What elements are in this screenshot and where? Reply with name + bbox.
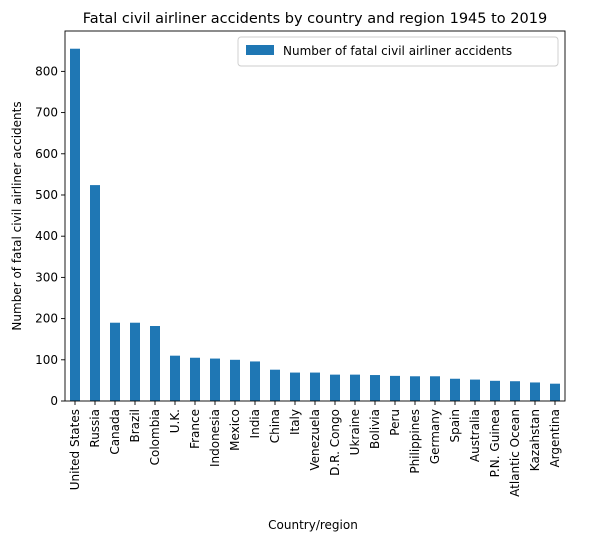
x-tick-label: Russia bbox=[88, 409, 102, 448]
bar-kazahstan bbox=[530, 382, 540, 401]
bar-italy bbox=[290, 372, 300, 401]
x-tick-label: Ukraine bbox=[348, 409, 362, 455]
bar-germany bbox=[430, 376, 440, 401]
x-tick-label: Indonesia bbox=[208, 409, 222, 467]
legend-box bbox=[237, 36, 559, 67]
y-tick-label: 100 bbox=[35, 353, 58, 367]
x-tick-label: China bbox=[268, 409, 282, 443]
legend: Number of fatal civil airliner accidents bbox=[237, 36, 559, 67]
x-tick-label: Canada bbox=[108, 409, 122, 455]
x-tick-label: Argentina bbox=[548, 409, 562, 468]
bar-atlantic-ocean bbox=[510, 381, 520, 401]
bar-spain bbox=[450, 378, 460, 401]
bar-u-k bbox=[170, 355, 180, 401]
bar-russia bbox=[90, 185, 100, 401]
x-tick-label: Spain bbox=[448, 409, 462, 443]
x-tick-label: Kazahstan bbox=[528, 409, 542, 471]
x-tick-label: Venezuela bbox=[308, 409, 322, 471]
x-axis-title: Country/region bbox=[268, 518, 358, 532]
x-tick-label: D.R. Congo bbox=[328, 409, 342, 476]
bar-bolivia bbox=[370, 375, 380, 401]
bar-brazil bbox=[130, 322, 140, 401]
bar-india bbox=[250, 361, 260, 401]
chart-title: Fatal civil airliner accidents by countr… bbox=[83, 11, 547, 27]
y-tick-label: 0 bbox=[50, 394, 58, 408]
y-tick-label: 200 bbox=[35, 312, 58, 326]
bar-ukraine bbox=[350, 374, 360, 401]
bar-australia bbox=[470, 379, 480, 401]
x-tick-label: United States bbox=[68, 409, 82, 490]
bar-mexico bbox=[230, 359, 240, 401]
x-tick-label: India bbox=[248, 409, 262, 438]
bar-canada bbox=[110, 322, 120, 401]
y-tick-label: 400 bbox=[35, 229, 58, 243]
bar-france bbox=[190, 357, 200, 401]
x-tick-label: P.N. Guinea bbox=[488, 409, 502, 477]
bar-philippines bbox=[410, 376, 420, 401]
x-tick-label: Australia bbox=[468, 409, 482, 462]
y-axis-title: Number of fatal civil airliner accidents bbox=[10, 101, 24, 330]
legend-label: Number of fatal civil airliner accidents bbox=[283, 44, 512, 58]
x-tick-label: Brazil bbox=[128, 409, 142, 443]
x-tick-label: Germany bbox=[428, 409, 442, 464]
y-tick-label: 800 bbox=[35, 64, 58, 78]
legend-swatch bbox=[246, 45, 274, 55]
bar-p-n-guinea bbox=[490, 380, 500, 401]
bar-venezuela bbox=[310, 372, 320, 401]
bar-peru bbox=[390, 375, 400, 401]
x-tick-label: Colombia bbox=[148, 409, 162, 465]
x-tick-label: U.K. bbox=[168, 409, 182, 433]
y-tick-label: 500 bbox=[35, 188, 58, 202]
y-axis: 0 100 200 300 400 500 600 700 800 bbox=[35, 64, 65, 408]
x-tick-label: Mexico bbox=[228, 409, 242, 451]
x-tick-label: Italy bbox=[288, 409, 302, 435]
bar-indonesia bbox=[210, 358, 220, 401]
bar-argentina bbox=[550, 383, 560, 401]
bar-united-states bbox=[70, 48, 80, 401]
x-axis: United States Russia Canada Brazil Colombia U… bbox=[68, 401, 562, 497]
x-tick-label: Philippines bbox=[408, 409, 422, 474]
y-tick-label: 300 bbox=[35, 270, 58, 284]
bar-colombia bbox=[150, 326, 160, 401]
x-tick-label: Bolivia bbox=[368, 409, 382, 449]
x-tick-label: France bbox=[188, 409, 202, 449]
bar-d-r-congo bbox=[330, 374, 340, 401]
y-tick-label: 600 bbox=[35, 147, 58, 161]
y-tick-label: 700 bbox=[35, 106, 58, 120]
x-tick-label: Peru bbox=[388, 409, 402, 436]
bars-group bbox=[70, 48, 560, 401]
bar-china bbox=[270, 369, 280, 401]
x-tick-label: Atlantic Ocean bbox=[508, 409, 522, 497]
